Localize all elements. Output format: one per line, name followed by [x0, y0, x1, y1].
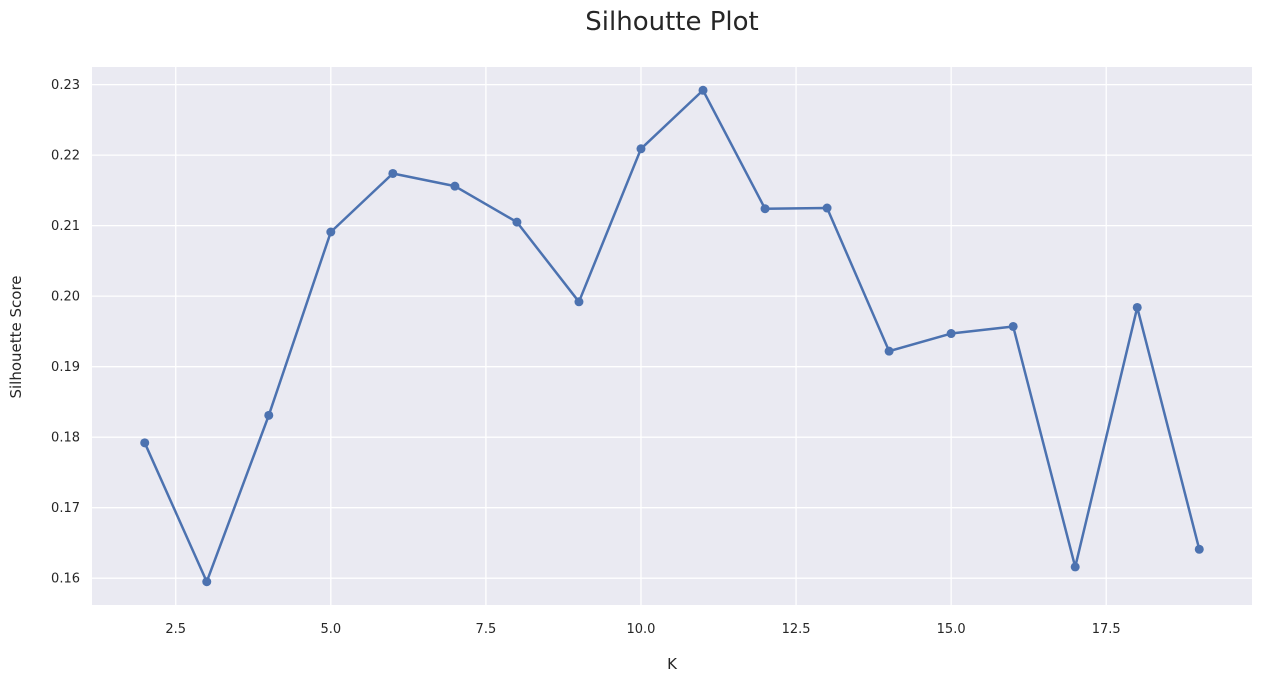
data-point: [760, 204, 770, 214]
y-tick-label: 0.23: [51, 78, 80, 93]
x-tick-label: 15.0: [937, 622, 966, 637]
data-point: [450, 181, 460, 191]
series-layer: [140, 85, 1204, 587]
x-axis-label: K: [667, 655, 678, 673]
data-point: [946, 329, 956, 339]
data-point: [202, 577, 212, 587]
y-axis-label: Silhouette Score: [7, 275, 25, 398]
y-tick-label: 0.21: [51, 219, 80, 234]
chart-title: Silhoutte Plot: [585, 7, 758, 37]
data-point: [326, 227, 336, 237]
x-tick-label: 7.5: [476, 622, 497, 637]
y-tick-labels: 0.16 0.17 0.18 0.19 0.20 0.21 0.22 0.23: [51, 78, 80, 587]
data-point: [388, 168, 398, 178]
data-point: [1070, 562, 1080, 572]
y-tick-label: 0.17: [51, 501, 80, 516]
data-point: [636, 144, 646, 154]
y-tick-label: 0.16: [51, 572, 80, 587]
x-tick-label: 10.0: [627, 622, 656, 637]
x-tick-label: 2.5: [165, 622, 186, 637]
y-tick-label: 0.19: [51, 360, 80, 375]
x-tick-labels: 2.5 5.0 7.5 10.0 12.5 15.0 17.5: [165, 622, 1120, 637]
y-tick-label: 0.18: [51, 431, 80, 446]
data-point: [512, 217, 522, 227]
x-tick-label: 5.0: [320, 622, 341, 637]
y-tick-label: 0.22: [51, 149, 80, 164]
data-point: [698, 85, 708, 95]
data-point: [140, 438, 150, 448]
data-point: [1194, 544, 1204, 554]
data-point: [822, 203, 832, 213]
data-point: [574, 297, 584, 307]
x-tick-label: 17.5: [1092, 622, 1121, 637]
data-point: [264, 410, 274, 420]
x-tick-label: 12.5: [782, 622, 811, 637]
y-tick-label: 0.20: [51, 290, 80, 305]
series-line: [143, 89, 1201, 583]
data-point: [1132, 302, 1142, 312]
data-point: [1008, 321, 1018, 331]
plot-area: [92, 67, 1252, 605]
data-point: [884, 346, 894, 356]
